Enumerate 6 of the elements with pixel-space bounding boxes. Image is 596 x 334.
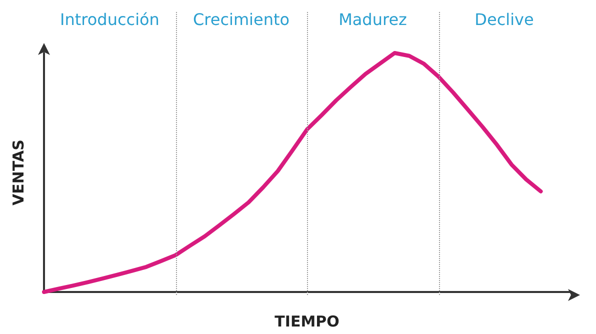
y-axis-title: VENTAS bbox=[10, 140, 28, 206]
text: Madurez bbox=[338, 10, 408, 29]
text: Introducción bbox=[59, 10, 160, 29]
x-axis-title: TIEMPO bbox=[274, 312, 340, 330]
text: Crecimiento bbox=[192, 10, 291, 29]
text: Declive bbox=[474, 10, 535, 29]
